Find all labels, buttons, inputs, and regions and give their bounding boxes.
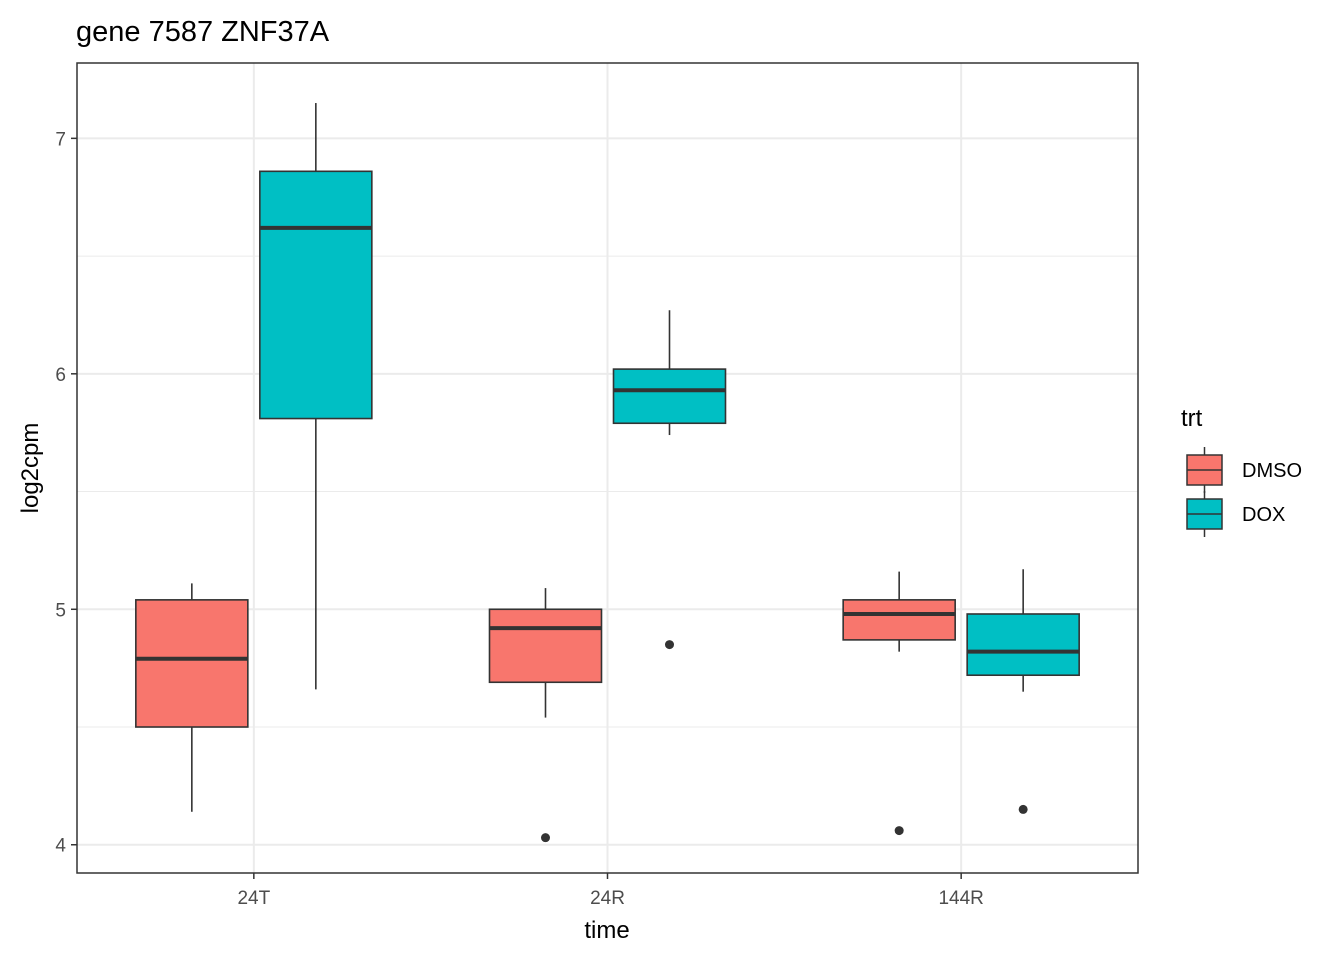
box-dox-144r — [966, 569, 1080, 814]
y-tick-label: 5 — [55, 600, 66, 621]
box-iqr — [135, 599, 249, 728]
outlier-point — [1018, 804, 1028, 814]
y-tick-label: 4 — [55, 836, 66, 857]
y-axis-title: log2cpm — [17, 423, 44, 514]
axes: 4 5 6 7 24T 24R 144R — [55, 129, 983, 909]
outlier-point — [665, 640, 674, 650]
x-tick-label: 24R — [590, 888, 625, 909]
x-tick-label: 24T — [237, 888, 270, 909]
box-iqr — [842, 599, 956, 641]
x-axis-title: time — [584, 917, 629, 944]
box-groups — [135, 103, 1080, 843]
legend-title: trt — [1181, 405, 1203, 432]
outlier-point — [894, 826, 904, 836]
box-dmso-24t — [135, 583, 249, 812]
box-dmso-144r — [842, 571, 956, 836]
y-tick-label: 7 — [55, 129, 66, 150]
box-iqr — [259, 170, 373, 420]
legend-label: DOX — [1242, 504, 1285, 526]
outlier-point — [541, 833, 550, 843]
legend-item-dox: DOX — [1186, 491, 1285, 537]
box-dmso-24r — [488, 588, 603, 843]
legend-label: DMSO — [1242, 460, 1302, 482]
x-tick-label: 144R — [938, 888, 983, 909]
chart-title: gene 7587 ZNF37A — [76, 16, 330, 48]
box-iqr — [488, 608, 603, 684]
legend-item-dmso: DMSO — [1186, 447, 1302, 493]
box-iqr — [612, 368, 727, 425]
box-dox-24r — [612, 310, 727, 650]
major-gridlines — [77, 63, 1138, 873]
y-tick-label: 6 — [55, 365, 66, 386]
box-iqr — [966, 613, 1080, 677]
box-dox-24t — [259, 103, 373, 690]
legend: trt DMSO DOX — [1181, 405, 1302, 537]
